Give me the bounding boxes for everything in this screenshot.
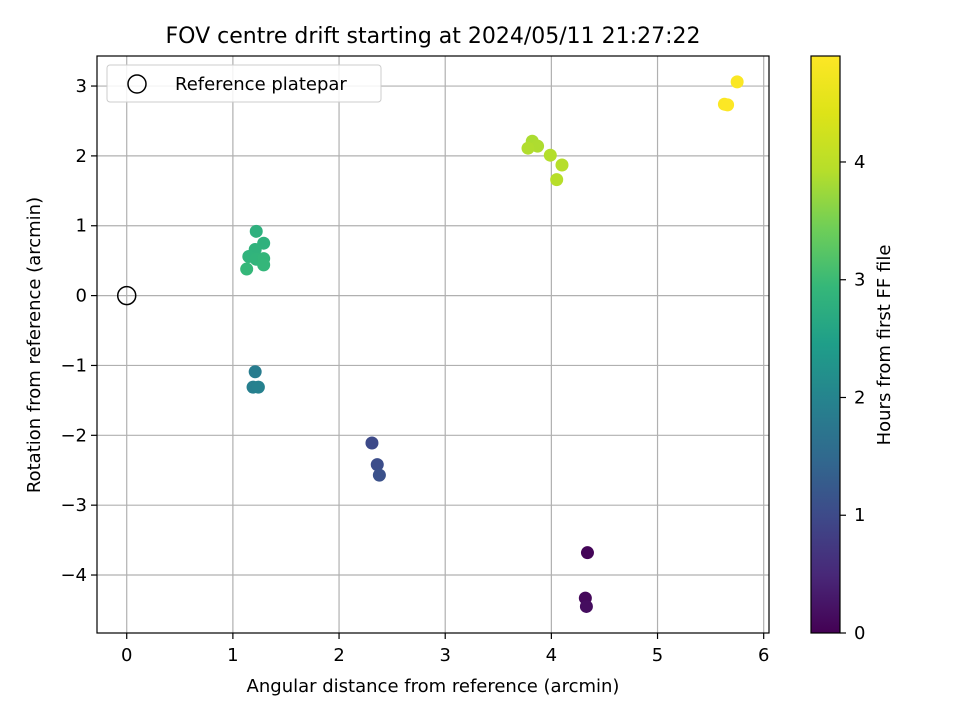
chart-title: FOV centre drift starting at 2024/05/11 … xyxy=(166,24,701,49)
y-tick-label: −3 xyxy=(60,495,87,516)
colorbar-gradient xyxy=(810,55,841,634)
legend-marker-open-circle xyxy=(127,74,147,94)
x-axis-label: Angular distance from reference (arcmin) xyxy=(247,676,620,697)
data-point xyxy=(579,599,593,613)
x-tick-label: 2 xyxy=(333,645,344,666)
colorbar-tick-label: 1 xyxy=(854,505,865,526)
data-point xyxy=(251,380,265,394)
data-point xyxy=(257,258,271,272)
data-point xyxy=(543,148,557,162)
x-axis-ticks: 0 1 2 3 4 5 6 xyxy=(121,633,769,666)
data-point xyxy=(240,262,254,276)
legend-box xyxy=(106,64,382,103)
x-tick-label: 6 xyxy=(758,645,769,666)
colorbar-tick-label: 2 xyxy=(854,387,865,408)
data-point xyxy=(580,546,594,560)
colorbar-label: Hours from first FF file xyxy=(874,245,895,446)
y-tick-label: −4 xyxy=(60,565,87,586)
data-point xyxy=(550,173,564,187)
data-point xyxy=(730,75,744,89)
colorbar-tick-label: 4 xyxy=(854,152,865,173)
y-axis-ticks: −4 −3 −2 −1 0 1 2 3 xyxy=(60,76,97,586)
legend: Reference platepar xyxy=(106,64,382,103)
x-tick-label: 4 xyxy=(546,645,557,666)
colorbar-ticks: 0 1 2 3 4 xyxy=(840,152,865,644)
colorbar-tick-label: 0 xyxy=(854,623,865,644)
y-axis-label: Rotation from reference (arcmin) xyxy=(24,197,45,493)
y-tick-label: −2 xyxy=(60,425,87,446)
y-tick-label: −1 xyxy=(60,355,87,376)
reference-platepar-marker xyxy=(116,285,137,306)
x-tick-label: 5 xyxy=(652,645,663,666)
reference-point-layer xyxy=(116,285,137,306)
data-point xyxy=(721,98,735,112)
data-point xyxy=(370,458,384,472)
y-tick-label: 1 xyxy=(76,216,87,237)
plot-area-frame xyxy=(96,55,770,634)
x-tick-label: 1 xyxy=(227,645,238,666)
colorbar: 0 1 2 3 4 Hours from first FF file xyxy=(810,55,895,644)
y-tick-label: 3 xyxy=(76,76,87,97)
data-point xyxy=(365,436,379,450)
grid xyxy=(97,56,769,633)
x-tick-label: 0 xyxy=(121,645,132,666)
y-tick-label: 2 xyxy=(76,146,87,167)
colorbar-tick-label: 3 xyxy=(854,270,865,291)
x-tick-label: 3 xyxy=(439,645,450,666)
data-points xyxy=(240,75,744,613)
y-tick-label: 0 xyxy=(76,286,87,307)
data-point xyxy=(555,158,569,172)
data-point xyxy=(249,224,263,238)
legend-label: Reference platepar xyxy=(175,74,347,95)
data-point xyxy=(521,141,535,155)
data-point xyxy=(372,468,386,482)
data-point xyxy=(248,365,262,379)
